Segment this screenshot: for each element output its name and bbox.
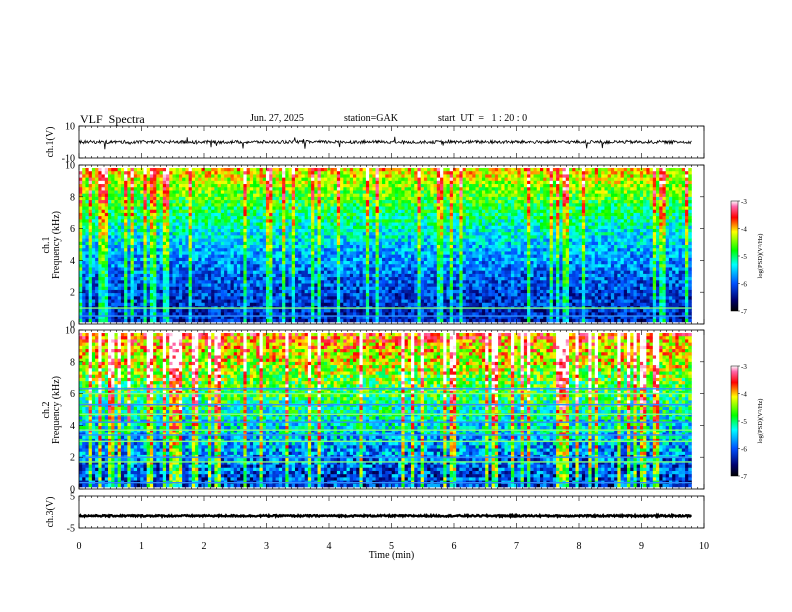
xtick-label: 6 (452, 541, 457, 552)
ch1-ytick-label: 10 (65, 122, 75, 133)
ch1-spectrogram-ylabel-freq: Frequency (kHz) (51, 211, 62, 279)
ch1-spectrogram-ylabel-channel: ch.1 (41, 237, 52, 254)
xtick-label: 5 (389, 541, 394, 552)
station-label: station=GAK (344, 113, 398, 124)
ch2-freq-ytick-label: 2 (70, 453, 75, 464)
ch2-spectrogram-ylabel-channel: ch.2 (41, 402, 52, 419)
ch1-colorbar-tick: -3 (741, 198, 747, 206)
ch1-ytick-label: -10 (62, 154, 75, 165)
spectrogram-ch2 (79, 333, 692, 488)
start-time-label: start UT = 1 : 20 : 0 (438, 113, 528, 124)
ch2-colorbar-tick: -7 (741, 473, 747, 481)
xtick-label: 8 (577, 541, 582, 552)
ch1-colorbar-tick: -7 (741, 308, 747, 316)
ch3-ytick-label: 5 (70, 492, 75, 503)
spectrogram-ch1 (79, 168, 692, 323)
xtick-label: 7 (514, 541, 519, 552)
ch2-freq-ytick-label: 6 (70, 389, 75, 400)
ch1-colorbar-label: log(PSD)(V²/Hz) (757, 234, 764, 279)
xtick-label: 1 (139, 541, 144, 552)
xtick-label: 2 (202, 541, 207, 552)
ch3-ytick-label: -5 (67, 524, 75, 535)
ch1-ylabel: ch.1(V) (45, 127, 56, 158)
ch1-colorbar-tick: -4 (741, 226, 747, 234)
ch3-waveform-trace (78, 512, 693, 520)
ch2-freq-ytick-label: 10 (65, 326, 75, 337)
ch1-waveform-trace (78, 136, 692, 150)
ch1-freq-ytick-label: 4 (70, 256, 75, 267)
ch1-colorbar-tick: -6 (741, 281, 747, 289)
ch1-colorbar-tick: -5 (741, 253, 747, 261)
ch2-colorbar-tick: -5 (741, 418, 747, 426)
ch1-freq-ytick-label: 6 (70, 224, 75, 235)
ch1-freq-ytick-label: 2 (70, 288, 75, 299)
ch2-colorbar-tick: -6 (741, 446, 747, 454)
xtick-label: 10 (699, 541, 709, 552)
xtick-label: 0 (77, 541, 82, 552)
ch2-colorbar-tick: -4 (741, 391, 747, 399)
ch1-freq-ytick-label: 8 (70, 192, 75, 203)
ch1-freq-ytick-label: 10 (65, 161, 75, 172)
x-axis-label: Time (min) (369, 550, 414, 561)
ch2-spectrogram-ylabel-freq: Frequency (kHz) (51, 376, 62, 444)
ch3-ylabel: ch.3(V) (45, 497, 56, 528)
ch2-freq-ytick-label: 8 (70, 357, 75, 368)
figure-title: VLF Spectra (80, 112, 145, 126)
ch2-colorbar (730, 365, 739, 477)
xtick-label: 3 (264, 541, 269, 552)
xtick-label: 9 (639, 541, 644, 552)
ch2-colorbar-tick: -3 (741, 363, 747, 371)
ch2-freq-ytick-label: 0 (70, 485, 75, 496)
ch2-colorbar-label: log(PSD)(V²/Hz) (757, 399, 764, 444)
xtick-label: 4 (327, 541, 332, 552)
ch1-freq-ytick-label: 0 (70, 320, 75, 331)
ch1-colorbar (730, 200, 739, 312)
ch2-freq-ytick-label: 4 (70, 421, 75, 432)
date-label: Jun. 27, 2025 (250, 113, 304, 124)
